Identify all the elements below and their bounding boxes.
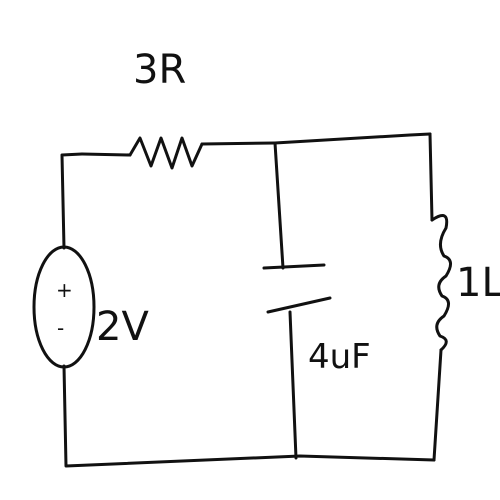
resistor-lead [80,152,132,157]
source-plus-sign: + [56,278,73,302]
source-label: 2V [96,304,149,350]
capacitor-label: 4uF [308,337,371,377]
wire-inductor-bottom [432,348,443,462]
capacitor-plate-bottom [266,296,332,314]
wire-top-right [273,132,432,145]
voltage-source: + - 2V [32,245,149,369]
capacitor: 4uF [262,263,371,377]
inductor-label: 1L [456,260,500,306]
wire-resistor-to-node [200,141,277,146]
resistor: 3R [80,47,204,170]
source-minus-sign: - [57,316,64,340]
capacitor-plate-top [262,263,326,270]
wire-inductor-top [428,132,434,222]
inductor-coil-icon [430,214,452,352]
wire-bottom [62,364,436,468]
wires [60,132,443,468]
resistor-label: 3R [133,47,186,93]
inductor: 1L [430,214,500,352]
wire-capacitor-top [273,141,285,270]
wire-source-to-resistor [60,152,84,250]
resistor-zigzag-icon [128,136,204,170]
voltage-source-icon [32,245,96,369]
wire-capacitor-bottom [288,310,298,460]
